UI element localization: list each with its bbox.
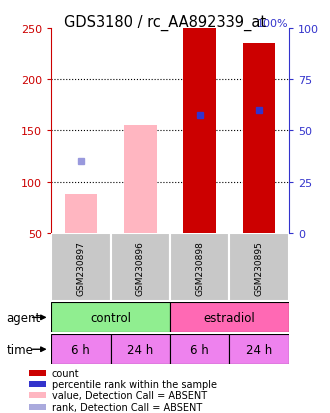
Text: control: control bbox=[90, 311, 131, 324]
Bar bbox=[29, 370, 46, 376]
Text: GSM230898: GSM230898 bbox=[195, 240, 204, 295]
Text: value, Detection Call = ABSENT: value, Detection Call = ABSENT bbox=[51, 390, 207, 400]
Text: 6 h: 6 h bbox=[72, 343, 90, 356]
Text: rank, Detection Call = ABSENT: rank, Detection Call = ABSENT bbox=[51, 402, 202, 412]
Bar bbox=[124, 126, 156, 233]
Text: 6 h: 6 h bbox=[190, 343, 209, 356]
Bar bbox=[111, 335, 170, 364]
Text: 24 h: 24 h bbox=[246, 343, 272, 356]
Bar bbox=[64, 195, 97, 233]
Text: GSM230896: GSM230896 bbox=[136, 240, 145, 295]
Text: agent: agent bbox=[7, 311, 41, 324]
Bar bbox=[170, 233, 229, 301]
Bar bbox=[29, 404, 46, 411]
Text: GSM230895: GSM230895 bbox=[254, 240, 264, 295]
Text: 24 h: 24 h bbox=[127, 343, 153, 356]
Bar bbox=[229, 335, 289, 364]
Bar bbox=[51, 233, 111, 301]
Bar bbox=[170, 335, 229, 364]
Bar bbox=[29, 381, 46, 387]
Text: GSM230897: GSM230897 bbox=[76, 240, 85, 295]
Bar bbox=[51, 335, 111, 364]
Bar bbox=[243, 44, 275, 233]
Text: time: time bbox=[7, 343, 33, 356]
Text: estradiol: estradiol bbox=[204, 311, 255, 324]
Text: count: count bbox=[51, 368, 79, 378]
Text: 100%: 100% bbox=[257, 19, 289, 29]
Bar bbox=[111, 233, 170, 301]
Bar bbox=[170, 303, 289, 332]
Bar bbox=[229, 233, 289, 301]
Bar bbox=[29, 392, 46, 399]
Text: GDS3180 / rc_AA892339_at: GDS3180 / rc_AA892339_at bbox=[64, 14, 266, 31]
Bar bbox=[183, 29, 216, 233]
Bar bbox=[51, 303, 170, 332]
Text: percentile rank within the sample: percentile rank within the sample bbox=[51, 379, 216, 389]
